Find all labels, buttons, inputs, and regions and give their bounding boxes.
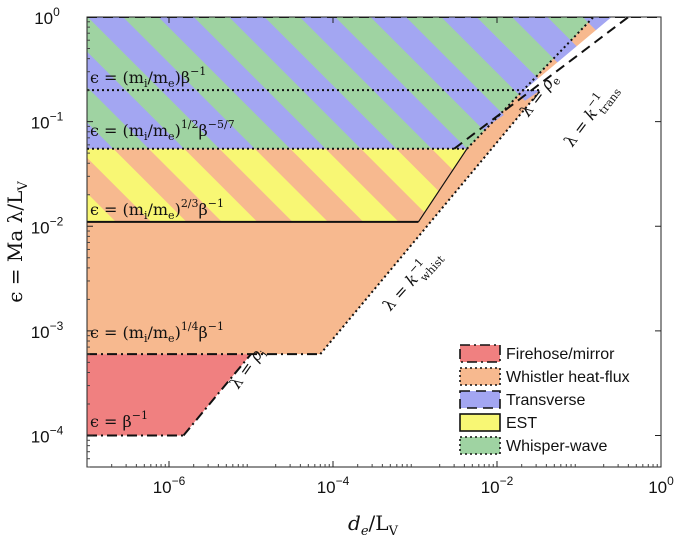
line-k_trans [453,17,629,150]
legend-label-est: EST [506,415,537,432]
annotation-eps-beta: ϵ = β−1 [90,409,148,431]
line-rho_i [182,353,252,437]
x-tick-label: 10−2 [481,474,514,497]
axis-ticks: 10−6 10−4 10−2 100 100 10−1 10−2 10−3 10−4 [31,5,674,497]
legend-swatch-firehose-mirror [459,344,501,363]
x-tick-label: 10−4 [317,474,350,497]
legend-swatch-transverse [459,390,501,409]
legend-label-whistler-heat-flux: Whistler heat-flux [506,369,630,386]
boundary-lines [87,17,661,437]
region-whisper-wave [87,17,594,149]
legend-label-transverse: Transverse [506,392,586,409]
label-lambda-k-trans: λ = k−1trans [558,77,625,153]
legend-swatch-est [459,413,501,432]
annotation-eps-twothird: ϵ = (mi/me)2/3β−1 [90,197,224,222]
annotation-eps-quarter: ϵ = (mi/me)1/4β−1 [90,320,224,345]
y-axis-label: ϵ = Ma λ/LV [3,181,31,303]
y-tick-label: 10−4 [31,424,64,447]
line-rho_e [466,17,595,150]
y-tick-label: 100 [34,5,60,28]
legend-swatch-whisper-wave [459,436,501,455]
y-tick-label: 10−2 [31,214,64,237]
regions [87,17,612,436]
x-tick-label: 10−6 [153,474,186,497]
legend-label-whisper-wave: Whisper-wave [506,438,607,455]
legend: Firehose/mirror Whistler heat-flux Transve… [459,344,630,455]
boundary-est-edge [417,148,468,223]
line-k_whist [319,89,542,355]
annotation-eps-full: ϵ = (mi/me)β−1 [90,65,206,90]
legend-label-firehose-mirror: Firehose/mirror [506,346,615,363]
y-tick-label: 10−1 [31,110,64,133]
y-tick-label: 10−3 [31,319,64,342]
annotation-eps-half: ϵ = (mi/me)1/2β−5/7 [90,118,235,143]
region-firehose-mirror [87,354,251,436]
x-axis-label: de/LV [348,511,399,539]
x-tick-label: 100 [648,474,674,497]
region-est [87,148,467,222]
legend-swatch-whistler-heat-flux [459,367,501,386]
